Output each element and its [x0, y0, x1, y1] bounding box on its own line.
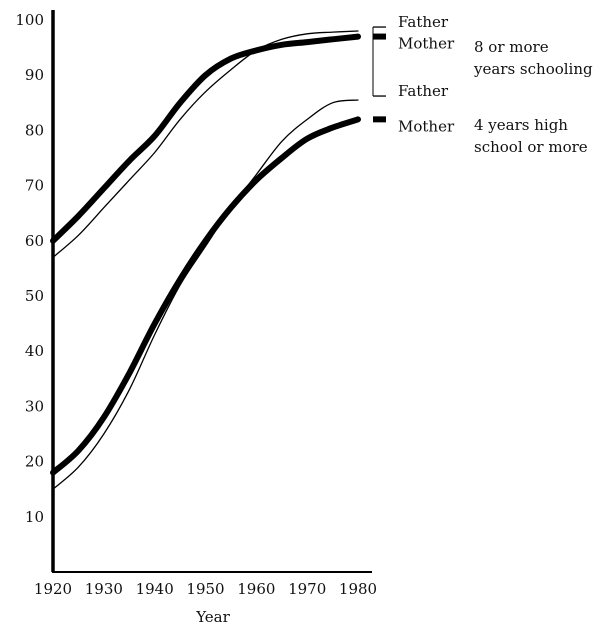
x-tick-labels: 1920 1930 1940 1950 1960 1970 1980 [34, 580, 377, 598]
group-label-line2: years schooling [473, 60, 593, 78]
y-tick-label: 60 [25, 232, 44, 250]
group-label-line1: 8 or more [474, 38, 549, 56]
y-tick-label: 10 [25, 508, 44, 526]
series-label-father: Father [398, 13, 449, 31]
x-tick-label: 1940 [136, 580, 174, 598]
x-axis-label: Year [195, 608, 230, 626]
y-tick-label: 20 [25, 453, 44, 471]
series-line-mother-group-2 [50, 116, 361, 476]
series-label-mother: Mother [398, 117, 455, 135]
x-tick-label: 1980 [339, 580, 377, 598]
y-tick-label: 100 [15, 11, 44, 29]
y-tick-label: 90 [25, 66, 44, 84]
series-line-mother-group-1 [50, 33, 361, 244]
y-tick-labels: 10 20 30 40 50 60 70 80 90 100 [15, 11, 44, 526]
x-tick-label: 1920 [34, 580, 72, 598]
y-tick-label: 30 [25, 397, 44, 415]
y-tick-label: 80 [25, 121, 44, 139]
x-tick-label: 1960 [237, 580, 275, 598]
series-label-mother: Mother [398, 35, 455, 53]
group-label-line1: 4 years high [474, 116, 568, 134]
series-line-father-group-2 [52, 99, 359, 490]
series-lines [50, 30, 361, 490]
y-tick-label: 40 [25, 342, 44, 360]
x-tick-label: 1930 [85, 580, 123, 598]
direct-labels: Father Mother Father Mother 8 or more years s… [372, 13, 593, 156]
x-tick-label: 1970 [288, 580, 326, 598]
group-label-line2: school or more [474, 138, 588, 156]
x-tick-label: 1950 [186, 580, 224, 598]
series-label-father: Father [398, 82, 449, 100]
y-tick-label: 70 [25, 177, 44, 195]
y-tick-label: 50 [25, 287, 44, 305]
series-line-father-group-1 [52, 30, 359, 259]
